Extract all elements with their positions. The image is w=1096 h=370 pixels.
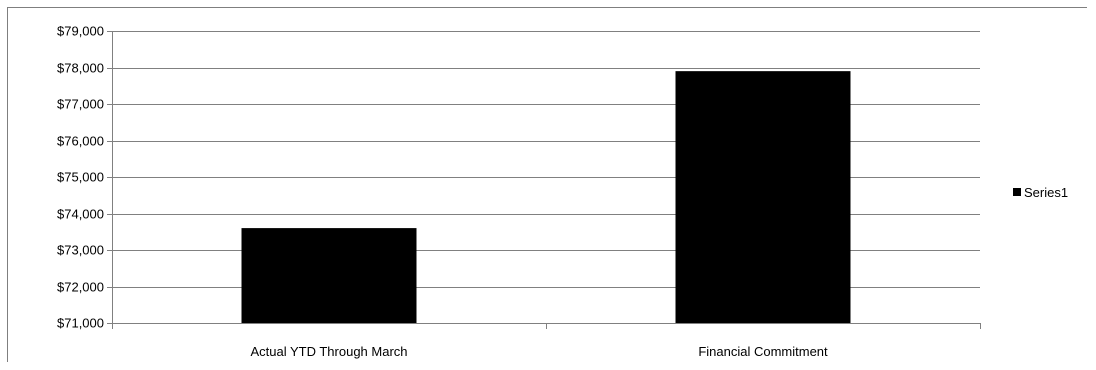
y-tick-label: $78,000 (57, 61, 104, 76)
legend: Series1 (1013, 185, 1068, 200)
x-tick-label: Actual YTD Through March (250, 344, 407, 359)
chart-frame (7, 7, 1087, 362)
legend-swatch-series1 (1013, 188, 1021, 196)
axes (107, 31, 981, 329)
bar (675, 71, 851, 324)
y-tick-label: $72,000 (57, 280, 104, 295)
bar (241, 228, 417, 323)
y-tick-label: $79,000 (57, 24, 104, 39)
y-tick-labels: $71,000 $72,000 $73,000 $74,000 $75,000 $76,0… (57, 24, 104, 331)
bars (241, 71, 851, 324)
y-tick-label: $75,000 (57, 170, 104, 185)
y-tick-label: $77,000 (57, 97, 104, 112)
y-tick-label: $71,000 (57, 316, 104, 331)
x-tick-label: Financial Commitment (698, 344, 828, 359)
y-tick-label: $73,000 (57, 243, 104, 258)
y-tick-label: $74,000 (57, 207, 104, 222)
x-tick-labels: Actual YTD Through March Financial Commit… (250, 344, 828, 359)
y-tick-label: $76,000 (57, 134, 104, 149)
legend-label-series1: Series1 (1024, 185, 1068, 200)
